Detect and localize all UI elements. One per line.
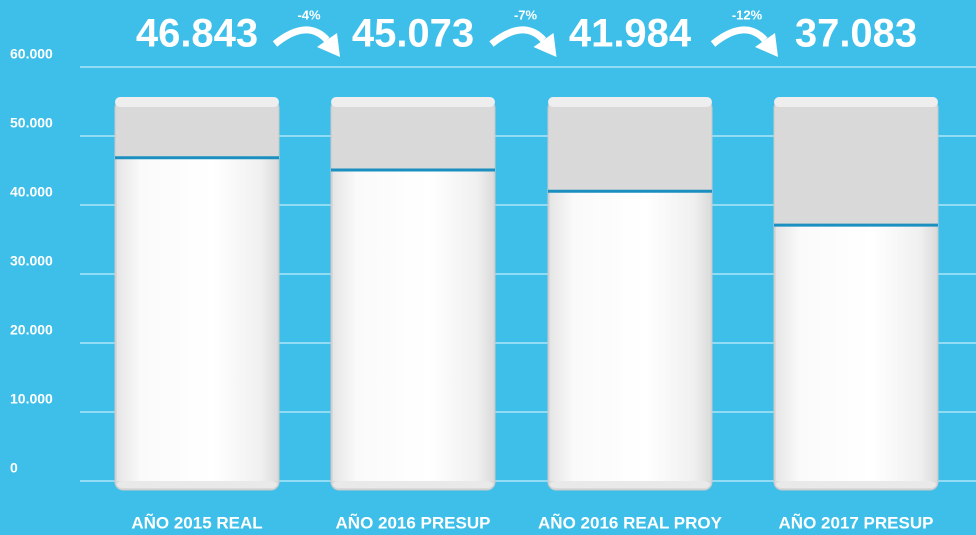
glass-rim <box>115 97 279 107</box>
milk-bottom <box>333 481 493 488</box>
glass-rim <box>774 97 938 107</box>
y-tick-label: 20.000 <box>10 322 53 338</box>
x-tick-label: AÑO 2016 REAL PROY <box>538 512 723 532</box>
y-tick-label: 0 <box>10 460 18 476</box>
x-tick-label: AÑO 2015 REAL <box>131 512 262 532</box>
bar <box>117 157 277 481</box>
y-tick-label: 50.000 <box>10 115 53 131</box>
milk-bottom <box>117 481 277 488</box>
y-tick-label: 40.000 <box>10 184 53 200</box>
value-label: 46.843 <box>136 12 258 56</box>
value-label: 45.073 <box>352 12 474 56</box>
milk-bottom <box>550 481 710 488</box>
glass-rim <box>548 97 712 107</box>
y-tick-label: 10.000 <box>10 391 53 407</box>
glass-rim <box>331 97 495 107</box>
arrow <box>710 26 768 47</box>
change-label: -7% <box>514 7 538 22</box>
change-label: -12% <box>732 7 763 22</box>
arrow-head <box>317 33 340 57</box>
value-label: 37.083 <box>795 12 917 56</box>
arrow-head <box>755 33 778 57</box>
x-tick-label: AÑO 2017 PRESUP <box>779 512 934 532</box>
bar <box>333 169 493 481</box>
milk-bottom <box>776 481 936 488</box>
arrow <box>489 26 547 47</box>
y-tick-label: 30.000 <box>10 253 53 269</box>
arrow-head <box>533 33 557 57</box>
value-label: 41.984 <box>569 12 692 56</box>
bar <box>776 225 936 481</box>
x-tick-label: AÑO 2016 PRESUP <box>336 512 491 532</box>
change-label: -4% <box>297 7 321 22</box>
y-tick-label: 60.000 <box>10 46 53 62</box>
bar <box>550 191 710 481</box>
arrow <box>272 26 330 47</box>
